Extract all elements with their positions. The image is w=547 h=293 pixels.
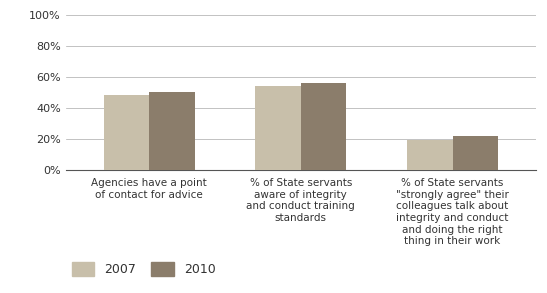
Bar [407, 140, 452, 170]
Bar [301, 83, 346, 170]
Legend: 2007, 2010: 2007, 2010 [72, 262, 216, 276]
Bar [452, 136, 498, 170]
Bar [149, 92, 195, 170]
Bar [255, 86, 301, 170]
Bar [103, 96, 149, 170]
